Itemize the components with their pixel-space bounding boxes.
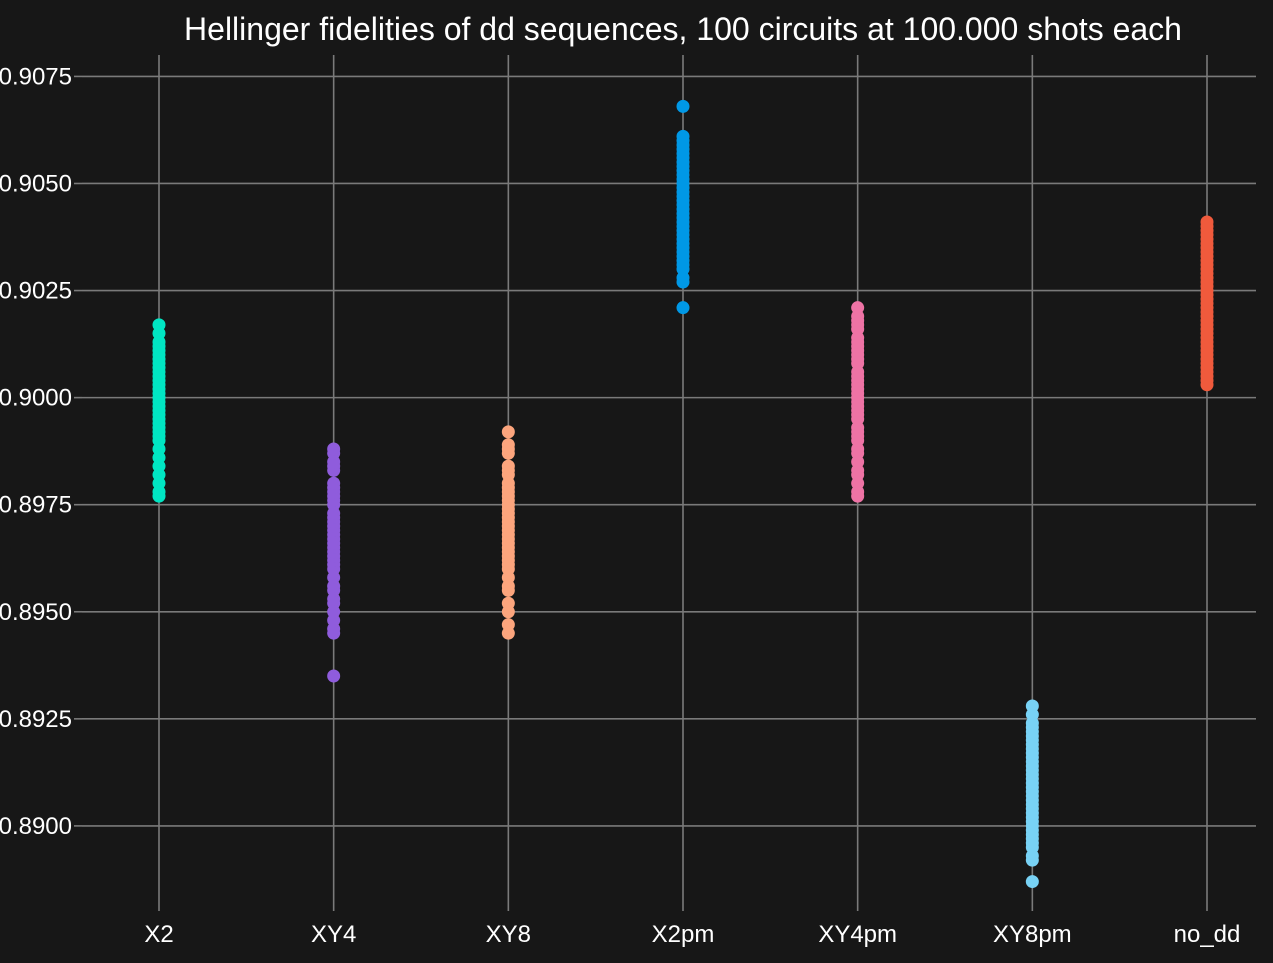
data-point-xy4 [327,476,341,490]
data-point-xy8pm [1025,875,1039,889]
y-tick-label: 0.9050 [0,170,72,197]
chart-title: Hellinger fidelities of dd sequences, 10… [184,11,1182,47]
data-point-x2 [152,318,166,332]
y-tick-label: 0.8950 [0,599,72,626]
data-point-xy8 [501,438,515,452]
data-point-x2pm [676,99,690,113]
data-point-xy8pm [1025,699,1039,713]
data-point-x2pm [676,301,690,315]
x-tick-label: XY8 [486,921,531,948]
x-tick-label: X2 [144,921,173,948]
data-point-no-dd [1200,215,1214,229]
x-tick-label: X2pm [652,921,715,948]
data-point-xy4pm [851,301,865,315]
y-tick-label: 0.9000 [0,385,72,412]
data-point-x2pm [676,129,690,143]
y-tick-label: 0.8975 [0,492,72,519]
data-point-xy4 [327,442,341,456]
axis-layer: 0.8900 0.8925 0.8950 0.8975 0.9000 0.9025 0.90… [0,63,1240,948]
x-tick-label: XY8pm [993,921,1072,948]
y-tick-label: 0.8900 [0,813,72,840]
y-tick-label: 0.9075 [0,63,72,90]
data-point-xy8 [501,618,515,632]
y-tick-label: 0.9025 [0,278,72,305]
x-tick-label: no_dd [1174,921,1241,948]
data-point-xy8 [501,459,515,473]
y-tick-label: 0.8925 [0,706,72,733]
points-layer [152,99,1214,889]
data-point-xy4 [327,669,341,683]
x-tick-label: XY4 [311,921,356,948]
x-tick-label: XY4pm [818,921,897,948]
data-point-xy8 [501,425,515,439]
data-point-xy8 [501,596,515,610]
